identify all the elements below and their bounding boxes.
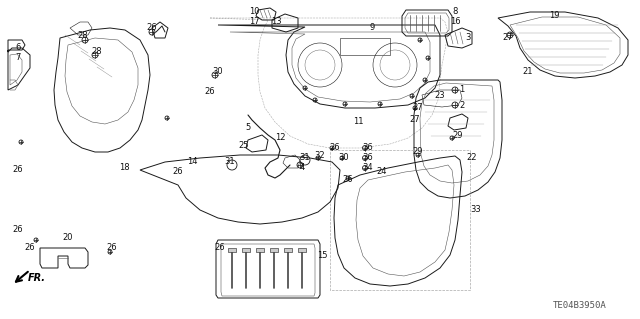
Text: 27: 27 [502,33,513,42]
Text: 16: 16 [450,18,460,26]
Text: FR.: FR. [28,273,46,283]
Text: 5: 5 [245,123,251,132]
Text: 34: 34 [363,164,373,173]
Text: 13: 13 [271,18,282,26]
Text: 7: 7 [15,54,20,63]
Text: 26: 26 [13,166,23,174]
Polygon shape [228,248,236,252]
Text: 27: 27 [413,103,423,113]
Text: 2: 2 [460,100,465,109]
Text: 26: 26 [13,226,23,234]
Text: 3: 3 [465,33,470,42]
Text: 26: 26 [205,87,215,97]
Polygon shape [270,248,278,252]
Text: 33: 33 [470,205,481,214]
Text: 21: 21 [523,68,533,77]
Text: 1: 1 [460,85,465,94]
Polygon shape [298,248,306,252]
Text: 28: 28 [77,31,88,40]
Text: 15: 15 [317,250,327,259]
Text: 36: 36 [363,153,373,162]
Text: 29: 29 [452,130,463,139]
Text: 6: 6 [15,43,20,53]
Text: 14: 14 [187,158,197,167]
Text: 11: 11 [353,117,364,127]
Text: 8: 8 [452,8,458,17]
Text: 24: 24 [377,167,387,176]
Text: 19: 19 [548,11,559,19]
Text: 27: 27 [410,115,420,124]
Text: 18: 18 [118,164,129,173]
Polygon shape [284,248,292,252]
Text: 17: 17 [249,18,259,26]
Text: 4: 4 [300,164,305,173]
Text: 26: 26 [173,167,183,176]
Text: 20: 20 [63,234,73,242]
Text: TE04B3950A: TE04B3950A [553,300,607,309]
Text: 30: 30 [212,68,223,77]
Text: 31: 31 [225,158,236,167]
Text: 26: 26 [214,243,225,253]
Text: 29: 29 [413,147,423,157]
Text: 10: 10 [249,8,259,17]
Text: 26: 26 [107,243,117,253]
Polygon shape [256,248,264,252]
Text: 22: 22 [467,153,477,162]
Text: 26: 26 [25,243,35,253]
Text: 26: 26 [330,144,340,152]
Text: 32: 32 [315,151,325,160]
Text: 36: 36 [363,144,373,152]
Text: 28: 28 [92,48,102,56]
Text: 9: 9 [369,24,374,33]
Text: 12: 12 [275,133,285,143]
Text: 30: 30 [339,153,349,162]
Text: 25: 25 [239,140,249,150]
Text: 26: 26 [342,175,353,184]
Polygon shape [242,248,250,252]
Text: 23: 23 [435,91,445,100]
Text: 26: 26 [147,24,157,33]
Text: 31: 31 [300,153,310,162]
